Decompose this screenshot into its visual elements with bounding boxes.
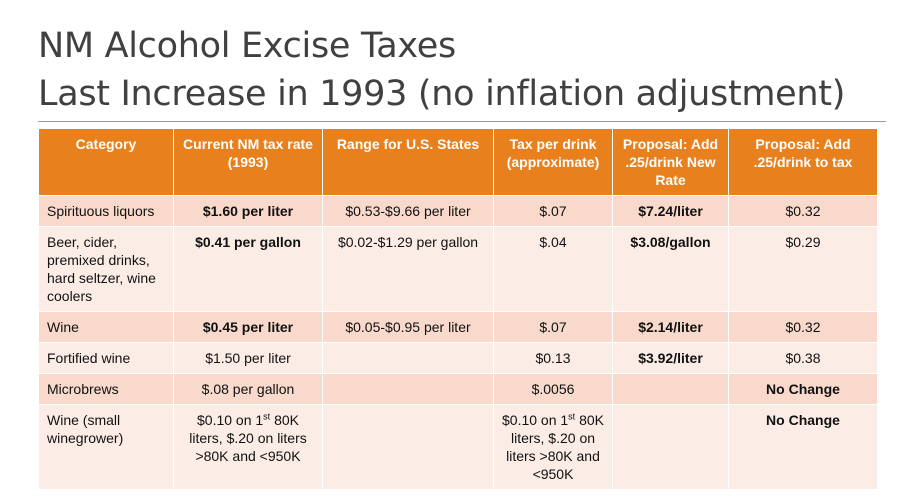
cell: $.0056 [493, 373, 613, 405]
cell: $1.50 per liter [173, 342, 323, 374]
row: Beer, cider, premixed drinks, hard seltz… [38, 226, 878, 312]
cell-text: 80K liters, $.20 on liters >80K and <950… [189, 412, 307, 464]
cell: Microbrews [38, 373, 174, 405]
row: Spirituous liquors $1.60 per liter $0.53… [38, 195, 878, 227]
row: Wine (small winegrower) $0.10 on 1st 80K… [38, 404, 878, 490]
cell [322, 404, 494, 490]
header-cell: Proposal: Add .25/drink New Rate [612, 128, 729, 196]
cell: $3.92/liter [612, 342, 729, 374]
cell: $0.38 [728, 342, 878, 374]
title-line: Last Increase in 1993 (no inflation adju… [38, 74, 846, 114]
cell: $.07 [493, 311, 613, 343]
cell: $2.14/liter [612, 311, 729, 343]
cell-text: $0.10 on 1 [502, 412, 569, 428]
cell: Spirituous liquors [38, 195, 174, 227]
cell [322, 373, 494, 405]
row: Fortified wine $1.50 per liter $0.13 $3.… [38, 342, 878, 374]
title-line: NM Alcohol Excise Taxes [38, 26, 456, 66]
cell: $7.24/liter [612, 195, 729, 227]
cell: $0.53-$9.66 per liter [322, 195, 494, 227]
header-row: Category Current NM tax rate (1993) Rang… [38, 128, 878, 196]
header-cell: Category [38, 128, 174, 196]
cell: $0.02-$1.29 per gallon [322, 226, 494, 312]
cell: $0.29 [728, 226, 878, 312]
divider [38, 121, 886, 122]
cell: No Change [728, 373, 878, 405]
cell: Wine (small winegrower) [38, 404, 174, 490]
row: Microbrews $.08 per gallon $.0056 No Cha… [38, 373, 878, 405]
cell: $0.13 [493, 342, 613, 374]
row: Wine $0.45 per liter $0.05-$0.95 per lit… [38, 311, 878, 343]
cell: Beer, cider, premixed drinks, hard seltz… [38, 226, 174, 312]
cell-text: $0.10 on 1 [197, 412, 264, 428]
header-cell: Range for U.S. States [322, 128, 494, 196]
cell: $0.32 [728, 311, 878, 343]
cell: $0.45 per liter [173, 311, 323, 343]
header-cell: Tax per drink (approximate) [493, 128, 613, 196]
cell: $.04 [493, 226, 613, 312]
cell: $.08 per gallon [173, 373, 323, 405]
tax-table: Category Current NM tax rate (1993) Rang… [38, 128, 878, 490]
cell: $.07 [493, 195, 613, 227]
cell: $0.32 [728, 195, 878, 227]
cell: $3.08/gallon [612, 226, 729, 312]
cell: $0.10 on 1st 80K liters, $.20 on liters … [493, 404, 613, 490]
cell: $1.60 per liter [173, 195, 323, 227]
superscript: st [568, 411, 576, 422]
cell: Fortified wine [38, 342, 174, 374]
cell [322, 342, 494, 374]
superscript: st [263, 411, 271, 422]
cell-text: 80K liters, $.20 on liters >80K and <950… [506, 412, 604, 482]
cell [612, 373, 729, 405]
header-cell: Proposal: Add .25/drink to tax [728, 128, 878, 196]
header-cell: Current NM tax rate (1993) [173, 128, 323, 196]
cell: Wine [38, 311, 174, 343]
cell: $0.41 per gallon [173, 226, 323, 312]
cell: No Change [728, 404, 878, 490]
cell: $0.05-$0.95 per liter [322, 311, 494, 343]
cell [612, 404, 729, 490]
cell: $0.10 on 1st 80K liters, $.20 on liters … [173, 404, 323, 490]
